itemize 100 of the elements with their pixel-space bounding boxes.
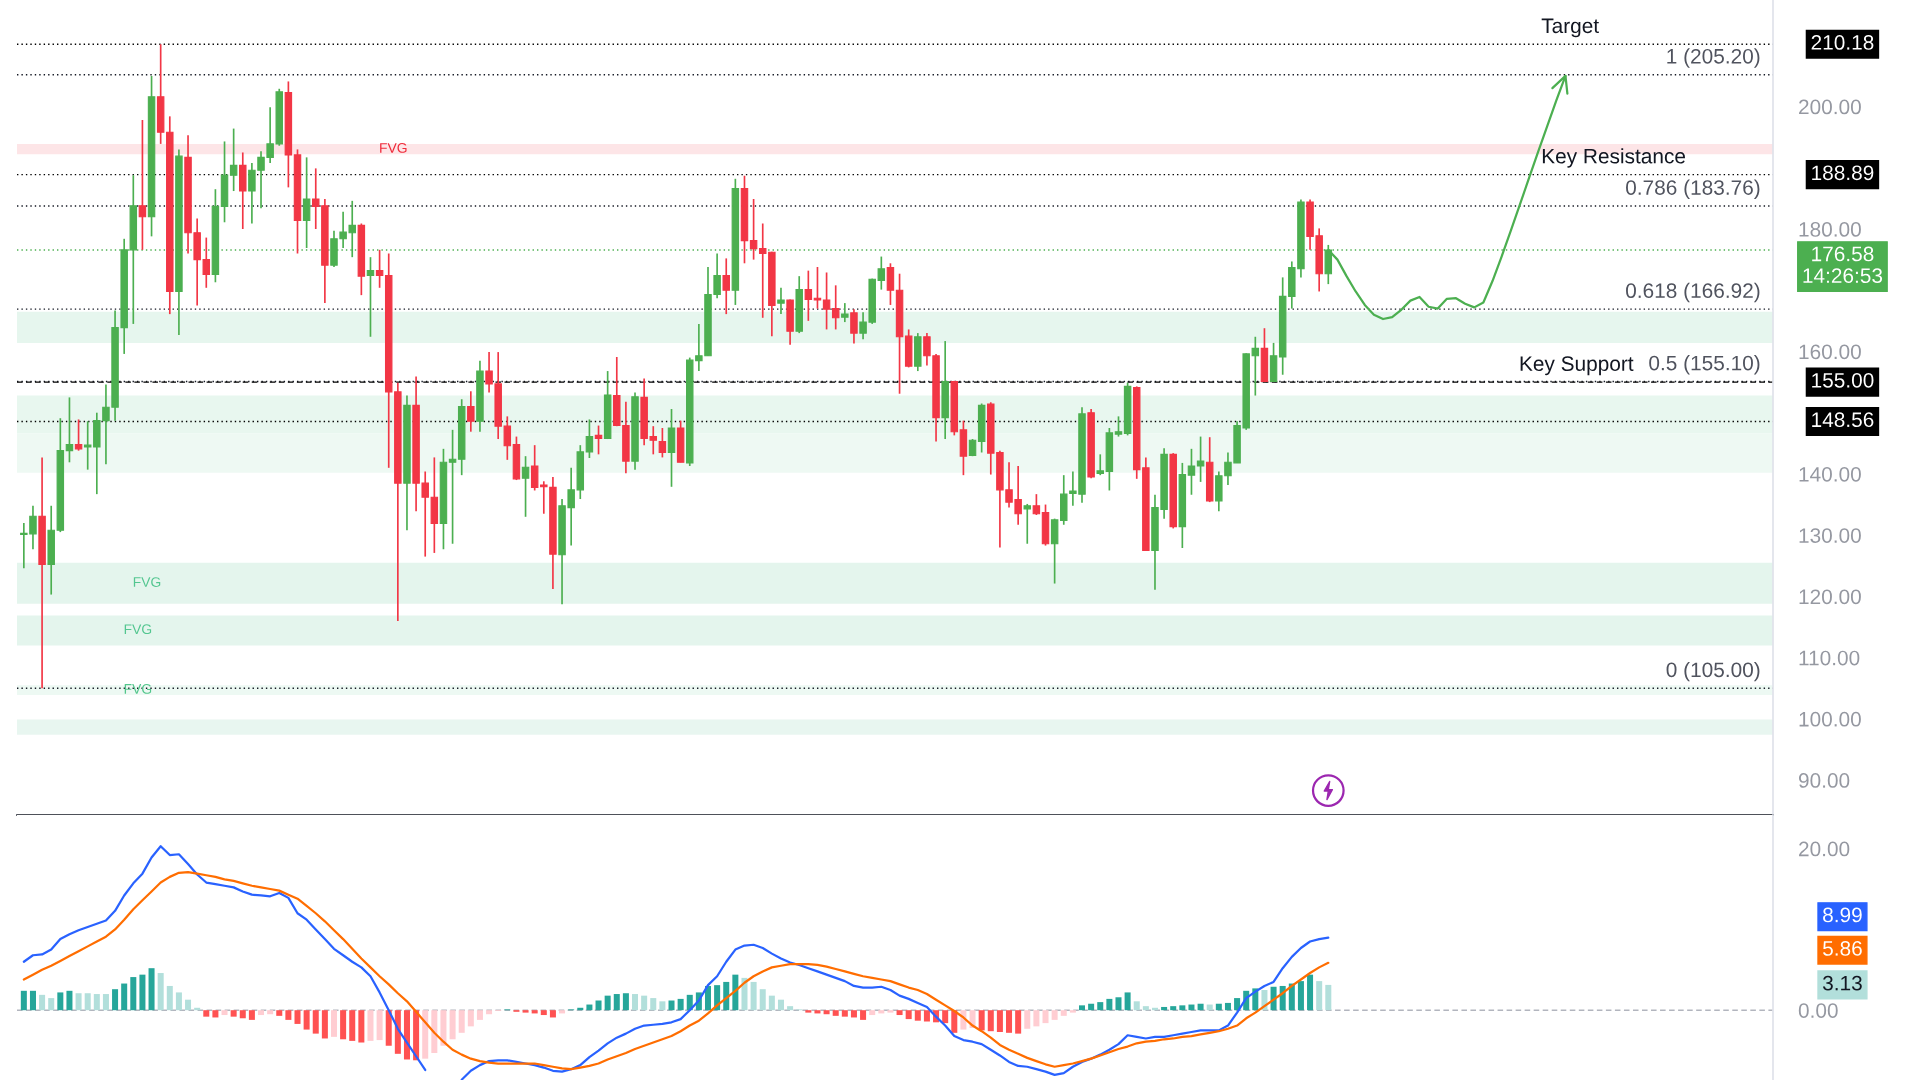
annotation: 1 (205.20)	[1667, 48, 1760, 68]
bar	[759, 989, 766, 1011]
candlestick	[804, 269, 813, 322]
ref-line-label: 188.89	[1812, 165, 1874, 181]
bar	[349, 1010, 356, 1041]
bar	[1197, 1003, 1204, 1011]
bar	[540, 1010, 547, 1016]
bar	[996, 1010, 1003, 1033]
bar	[1316, 981, 1323, 1011]
candlestick	[467, 390, 475, 433]
annotation: Target	[1541, 18, 1599, 38]
bar	[595, 1000, 602, 1011]
bar	[1042, 1010, 1049, 1024]
text: 3.13	[1822, 975, 1862, 991]
bar	[312, 1010, 319, 1034]
bar	[248, 1010, 255, 1020]
bar	[923, 1010, 930, 1022]
bar	[559, 1010, 566, 1014]
bar	[294, 1010, 301, 1024]
bar	[805, 1010, 812, 1013]
bar	[75, 993, 82, 1011]
candlestick	[65, 396, 74, 464]
candlestick	[822, 271, 831, 331]
bar	[823, 1010, 830, 1015]
bar	[832, 1010, 839, 1016]
candlestick	[850, 308, 858, 345]
bar	[768, 995, 775, 1011]
candlestick	[74, 418, 83, 452]
bar	[1297, 981, 1304, 1011]
bar	[1033, 1010, 1040, 1027]
bar	[1215, 1003, 1222, 1011]
bar	[276, 1010, 283, 1016]
bar	[486, 1010, 493, 1015]
band-label: FVG	[124, 624, 152, 635]
candlestick	[229, 127, 238, 192]
bar	[175, 992, 182, 1011]
candlestick	[375, 248, 384, 289]
candlestick	[521, 455, 530, 518]
bar	[1060, 1010, 1067, 1016]
bar	[139, 974, 146, 1011]
bar	[677, 998, 684, 1011]
candlestick	[585, 418, 594, 459]
candlestick	[1096, 453, 1104, 476]
bar	[102, 994, 109, 1011]
bar	[1097, 1002, 1104, 1011]
bar	[750, 981, 757, 1011]
candlestick	[658, 427, 667, 459]
annotation: 0.5 (155.10)	[1649, 355, 1760, 375]
text: 8.99	[1823, 907, 1862, 923]
candlestick	[1114, 415, 1123, 438]
bar	[203, 1010, 210, 1017]
bar	[1234, 998, 1241, 1011]
bar	[258, 1010, 265, 1016]
bar	[321, 1010, 328, 1039]
y-tick-label: 140.00	[1799, 466, 1861, 482]
candlestick	[841, 302, 849, 323]
bar	[622, 993, 629, 1011]
y-tick-label: 130.00	[1799, 528, 1861, 543]
annotation: 0 (105.00)	[1666, 661, 1760, 682]
annotation: Key Support	[1520, 356, 1634, 376]
bar	[458, 1010, 465, 1033]
bar	[860, 1010, 867, 1020]
bar	[440, 1010, 447, 1046]
bar	[1051, 1010, 1058, 1020]
bar	[1161, 1006, 1168, 1011]
candlestick	[366, 256, 375, 338]
bar	[230, 1010, 237, 1017]
annotation: 0.618 (166.92)	[1626, 282, 1760, 303]
candlestick	[448, 429, 457, 545]
bar	[121, 983, 128, 1011]
bar	[476, 1010, 483, 1020]
candlestick	[138, 119, 147, 251]
band-label: FVG	[133, 577, 161, 587]
bar	[741, 977, 748, 1011]
bar	[632, 994, 639, 1011]
bar	[896, 1010, 903, 1016]
bar	[358, 1010, 365, 1043]
candlestick	[594, 424, 603, 456]
bar	[522, 1010, 529, 1013]
bar	[887, 1010, 894, 1013]
y-tick-label: 110.00	[1799, 650, 1860, 666]
bar	[39, 994, 46, 1011]
candlestick	[813, 266, 822, 310]
bar	[841, 1010, 848, 1017]
ref-line-label: 176.58 14:26:53	[1803, 246, 1883, 284]
bar	[1124, 992, 1131, 1011]
bar	[340, 1010, 347, 1040]
bar	[185, 999, 192, 1011]
bar	[367, 1010, 374, 1041]
bar	[1078, 1005, 1086, 1011]
bar	[1006, 1010, 1013, 1033]
y-tick-label: 0.00	[1798, 1003, 1838, 1018]
bar	[987, 1010, 994, 1032]
candlestick	[1050, 517, 1059, 585]
bar	[330, 1010, 337, 1037]
bar	[641, 995, 648, 1011]
bar	[814, 1010, 821, 1014]
bar	[914, 1010, 921, 1021]
bar	[732, 974, 739, 1011]
bar	[1069, 1010, 1076, 1013]
